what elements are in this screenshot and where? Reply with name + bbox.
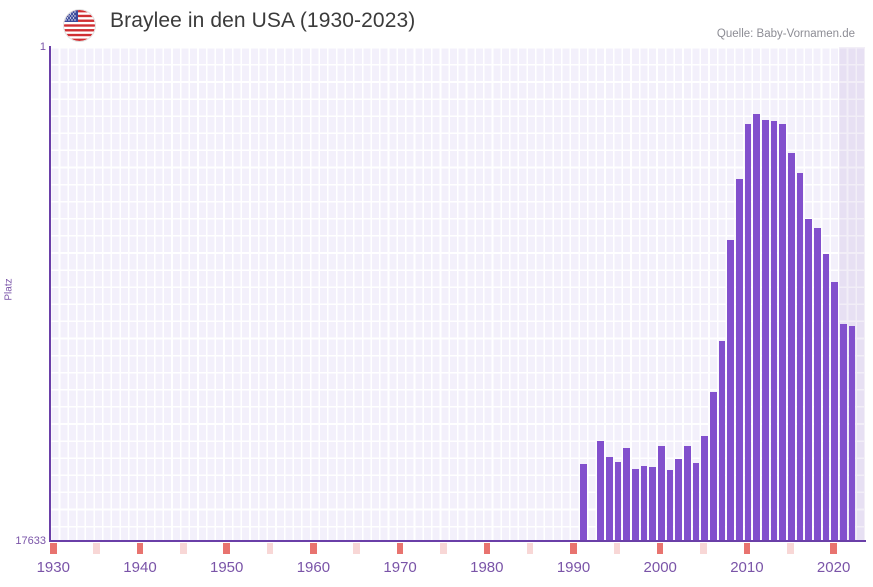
bar[interactable] — [709, 391, 717, 541]
bar[interactable] — [597, 440, 604, 541]
x-tick-label: 1940 — [123, 559, 157, 576]
bar[interactable] — [605, 457, 613, 541]
bar[interactable] — [683, 446, 691, 541]
bar[interactable] — [779, 124, 786, 541]
x-tick — [180, 543, 187, 554]
bar[interactable] — [692, 463, 700, 541]
chart-header: Braylee in den USA (1930-2023) Quelle: B… — [0, 0, 873, 47]
bar[interactable] — [657, 446, 665, 541]
x-tick — [786, 543, 794, 554]
bar[interactable] — [579, 464, 587, 541]
bar[interactable] — [761, 119, 769, 541]
bar[interactable] — [640, 465, 648, 541]
bar[interactable] — [848, 325, 856, 541]
bar[interactable] — [649, 467, 656, 541]
y-axis-bottom-label: 17633 — [15, 535, 46, 547]
plot-area — [50, 47, 865, 541]
x-tick — [656, 543, 664, 554]
bar[interactable] — [614, 461, 622, 541]
x-tick — [136, 543, 144, 554]
x-tick — [483, 543, 491, 554]
bar[interactable] — [770, 121, 778, 541]
bar[interactable] — [822, 254, 830, 541]
bar[interactable] — [675, 458, 682, 541]
x-tick-label: 2000 — [643, 559, 677, 576]
bar[interactable] — [788, 153, 795, 541]
x-tick-label: 2020 — [816, 559, 851, 576]
x-tick — [93, 543, 100, 554]
bar[interactable] — [623, 447, 630, 541]
bar[interactable] — [701, 436, 708, 541]
x-tick-label: 1990 — [556, 559, 591, 576]
us-flag-icon — [64, 10, 95, 41]
x-tick — [613, 543, 621, 554]
x-axis-line — [49, 540, 866, 542]
horizontal-gridlines — [50, 47, 865, 541]
x-tick — [440, 543, 447, 554]
page-title: Braylee in den USA (1930-2023) — [110, 9, 416, 32]
bar[interactable] — [718, 341, 726, 541]
x-tick — [570, 543, 577, 554]
y-axis-top-label: 1 — [39, 41, 46, 53]
source-attribution: Quelle: Baby-Vornamen.de — [716, 28, 855, 40]
x-tick — [310, 543, 317, 554]
x-tick-label: 1930 — [36, 559, 70, 576]
bar[interactable] — [727, 240, 734, 541]
x-tick — [700, 543, 707, 554]
x-tick — [353, 543, 361, 554]
x-tick — [396, 543, 404, 554]
x-tick — [830, 543, 837, 554]
bar[interactable] — [666, 470, 674, 541]
x-tick — [266, 543, 274, 554]
x-tick-label: 2010 — [730, 559, 764, 576]
x-tick-label: 1960 — [296, 559, 331, 576]
bar[interactable] — [631, 468, 639, 541]
y-axis-line — [49, 46, 51, 542]
bar[interactable] — [840, 324, 847, 541]
y-axis-title: Platz — [3, 278, 15, 301]
bar[interactable] — [744, 124, 752, 541]
x-tick-label: 1950 — [210, 559, 244, 576]
x-tick-label: 1980 — [470, 559, 504, 576]
x-tick — [526, 543, 534, 554]
bar[interactable] — [753, 114, 760, 541]
x-tick-label: 1970 — [383, 559, 417, 576]
bar[interactable] — [831, 282, 838, 541]
x-tick — [743, 543, 751, 554]
x-tick — [223, 543, 230, 554]
bar[interactable] — [796, 173, 804, 541]
x-tick — [50, 543, 57, 554]
bar[interactable] — [735, 178, 743, 541]
bar[interactable] — [805, 219, 812, 541]
bar[interactable] — [814, 227, 821, 541]
